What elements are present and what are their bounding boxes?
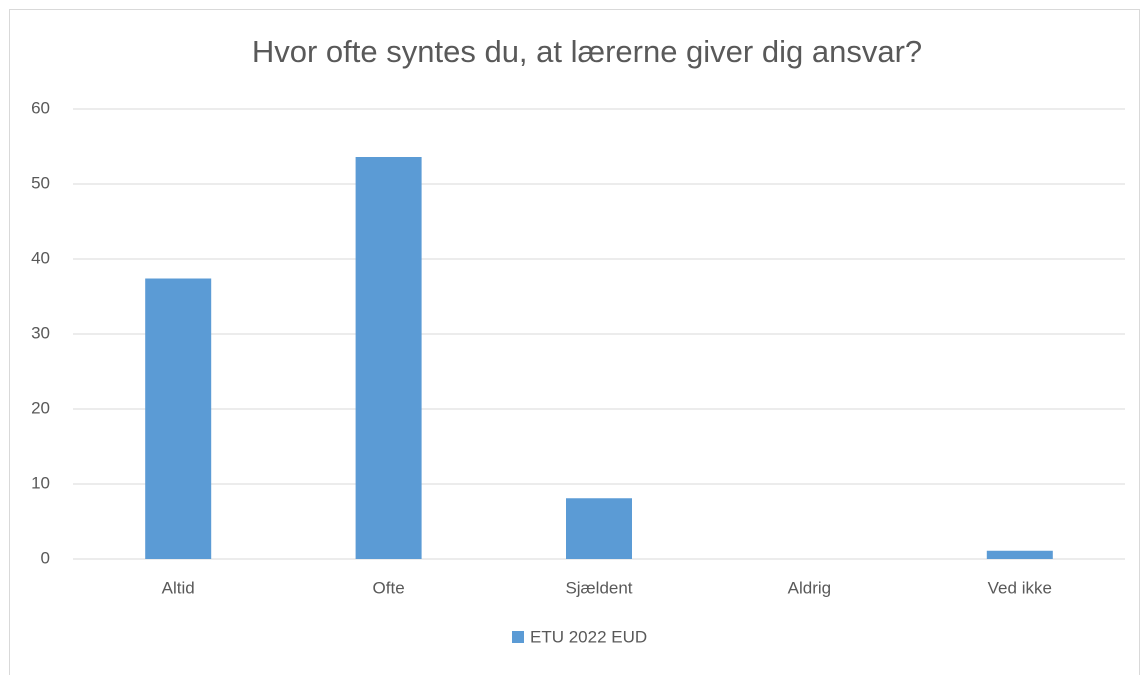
- y-tick-label: 10: [31, 473, 50, 492]
- x-tick-label: Sjældent: [565, 578, 632, 597]
- legend-label: ETU 2022 EUD: [530, 627, 647, 646]
- chart-title: Hvor ofte syntes du, at lærerne giver di…: [252, 34, 922, 69]
- y-tick-label: 60: [31, 98, 50, 117]
- y-tick-label: 0: [41, 548, 50, 567]
- bar: [355, 157, 422, 559]
- bar: [145, 278, 212, 559]
- x-tick-label: Ved ikke: [988, 578, 1052, 597]
- bar: [986, 550, 1053, 559]
- x-tick-label: Altid: [162, 578, 195, 597]
- y-tick-label: 40: [31, 248, 50, 267]
- y-tick-label: 20: [31, 398, 50, 417]
- y-tick-label: 30: [31, 323, 50, 342]
- x-tick-label: Aldrig: [788, 578, 831, 597]
- bar: [566, 498, 632, 559]
- y-tick-label: 50: [31, 173, 50, 192]
- legend-swatch: [512, 631, 524, 643]
- x-tick-label: Ofte: [373, 578, 405, 597]
